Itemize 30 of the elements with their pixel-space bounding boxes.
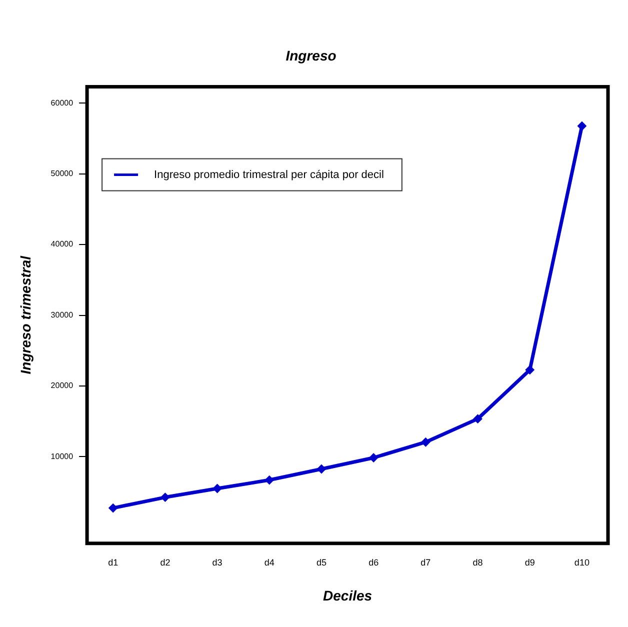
y-tick-label: 20000	[50, 381, 74, 390]
y-tick-label: 40000	[50, 240, 74, 249]
point	[473, 414, 482, 424]
y-tick-label: 30000	[50, 310, 74, 320]
x-tick-label: d6	[368, 557, 379, 568]
x-tick-label: d4	[264, 557, 274, 568]
point	[316, 464, 326, 474]
point	[212, 484, 222, 494]
x-tick-label: d10	[574, 557, 590, 568]
x-tick-label: d3	[212, 557, 222, 568]
point	[160, 492, 170, 502]
y-axis-title: Ingreso trimestral	[17, 254, 34, 374]
x-tick-label: d1	[108, 557, 118, 568]
point	[421, 438, 430, 447]
legend-label: Ingreso promedio trimestral per cápita por decil	[154, 168, 384, 181]
x-tick-label: d7	[420, 557, 431, 568]
y-tick-label: 50000	[50, 169, 74, 178]
x-tick-label: d5	[316, 557, 326, 568]
y-tick-label: 60000	[50, 98, 74, 108]
x-tick-label: d2	[160, 557, 170, 568]
point	[264, 476, 274, 485]
chart-title: Ingreso	[286, 47, 337, 64]
point	[577, 121, 586, 130]
x-tick-label: d8	[472, 557, 483, 568]
point	[108, 504, 118, 513]
y-tick-label: 10000	[50, 452, 74, 461]
x-axis-title: Deciles	[323, 587, 372, 604]
point	[525, 365, 534, 374]
point	[369, 453, 378, 462]
x-tick-label: d9	[524, 557, 535, 568]
